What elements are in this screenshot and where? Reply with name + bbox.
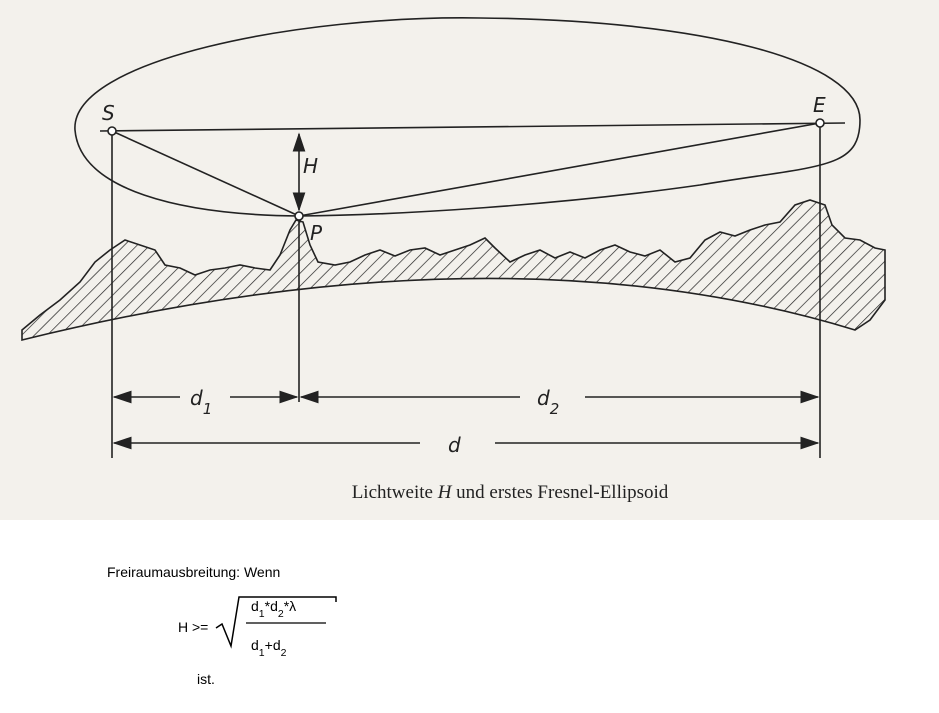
sqrt-sign	[215, 596, 337, 649]
numerator: d1*d2*λ	[251, 598, 296, 620]
point-e	[815, 118, 825, 128]
text-part: 1	[259, 647, 265, 659]
formula-outro: ist.	[197, 671, 215, 687]
point-s	[107, 126, 117, 136]
line-of-sight	[99, 122, 846, 132]
text-part: d	[190, 386, 203, 410]
label-d: d	[448, 433, 461, 457]
text-part: *λ	[284, 598, 296, 614]
terrain	[21, 199, 886, 342]
text-part: d	[537, 386, 550, 410]
ray	[298, 122, 821, 217]
label-d2: d2	[537, 386, 559, 418]
text-part: 1	[203, 400, 213, 418]
text-part: +d	[265, 637, 281, 653]
text-part: Lichtweite	[352, 482, 438, 503]
text-part: H	[437, 482, 453, 503]
text-part: d	[251, 598, 259, 614]
label-s: S	[102, 101, 115, 125]
ray	[111, 130, 300, 217]
text-part: d	[448, 433, 461, 457]
text-part: 2	[278, 608, 284, 620]
text-part: und erstes Fresnel-Ellipsoid	[451, 482, 668, 503]
caption: Lichtweite H und erstes Fresnel-Ellipsoi…	[352, 482, 669, 503]
denominator: d1+d2	[251, 637, 287, 659]
label-e: E	[813, 93, 826, 117]
point-p	[294, 211, 304, 221]
text-part: 2	[550, 400, 560, 418]
text-part: 1	[259, 608, 265, 620]
label-p: P	[310, 221, 323, 245]
formula-lhs: H >=	[178, 619, 208, 635]
label-h: H	[303, 154, 318, 178]
text-part: 2	[281, 647, 287, 659]
label-d1: d1	[190, 386, 212, 418]
text-part: d	[251, 637, 259, 653]
formula-intro: Freiraumausbreitung: Wenn	[107, 564, 280, 580]
text-part: *d	[265, 598, 278, 614]
